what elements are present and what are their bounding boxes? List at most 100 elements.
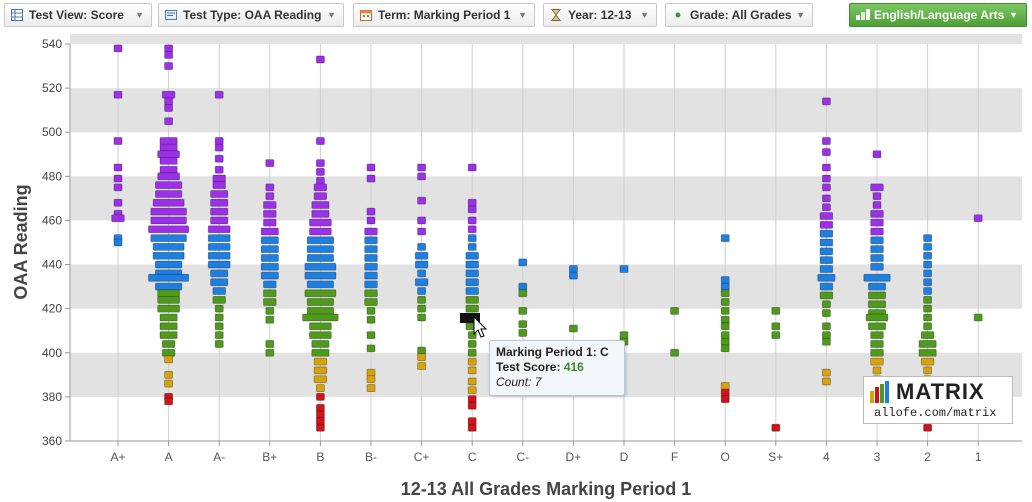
score-point bbox=[315, 137, 325, 145]
score-point bbox=[771, 423, 781, 432]
score-point bbox=[159, 165, 178, 174]
score-point bbox=[265, 306, 275, 315]
x-tick-label: D+ bbox=[566, 450, 582, 464]
score-point bbox=[870, 245, 884, 254]
score-point bbox=[467, 377, 477, 386]
score-point bbox=[214, 90, 224, 99]
score-point bbox=[819, 282, 834, 291]
score-point bbox=[467, 386, 477, 395]
score-point bbox=[414, 251, 429, 260]
score-point bbox=[771, 331, 781, 340]
score-point bbox=[313, 366, 328, 375]
score-point bbox=[870, 254, 884, 262]
matrix-logo: MATRIX allofe.com/matrix bbox=[863, 376, 1013, 424]
test-view-label: Test View: Score bbox=[29, 8, 124, 22]
score-point bbox=[207, 225, 231, 234]
score-point bbox=[465, 269, 479, 278]
score-point bbox=[207, 260, 231, 269]
score-point bbox=[164, 62, 174, 70]
score-point bbox=[467, 395, 477, 403]
score-point bbox=[152, 251, 185, 260]
chevron-down-icon: ▼ bbox=[135, 10, 144, 20]
grade-dropdown[interactable]: Grade: All Grades ▼ bbox=[665, 3, 813, 27]
score-point bbox=[417, 243, 427, 251]
chevron-down-icon: ▼ bbox=[640, 10, 649, 20]
score-point bbox=[870, 227, 884, 236]
score-point bbox=[414, 260, 429, 269]
score-point bbox=[518, 258, 528, 267]
score-point bbox=[465, 295, 479, 304]
score-point bbox=[265, 192, 275, 201]
score-point bbox=[870, 348, 884, 357]
score-point bbox=[304, 271, 337, 280]
score-point bbox=[304, 289, 337, 298]
score-point bbox=[465, 287, 479, 295]
y-axis-label: OAA Reading bbox=[11, 184, 31, 299]
score-point bbox=[465, 251, 479, 260]
score-point bbox=[923, 234, 932, 242]
score-point bbox=[366, 174, 376, 183]
score-point bbox=[868, 300, 887, 309]
score-point bbox=[159, 137, 178, 145]
score-point bbox=[872, 366, 882, 375]
subject-button[interactable]: English/Language Arts ▼ bbox=[849, 3, 1027, 27]
score-point bbox=[822, 331, 831, 340]
y-tick-label: 360 bbox=[42, 434, 62, 448]
year-dropdown[interactable]: Year: 12-13 ▼ bbox=[543, 3, 657, 27]
score-point bbox=[212, 287, 226, 295]
term-label: Term: Marking Period 1 bbox=[378, 8, 511, 22]
x-tick-label: 3 bbox=[874, 450, 881, 464]
score-point bbox=[870, 331, 884, 340]
score-point bbox=[920, 357, 935, 366]
score-point bbox=[364, 280, 378, 289]
score-point bbox=[157, 150, 180, 159]
score-point bbox=[569, 324, 578, 333]
score-point bbox=[263, 209, 277, 218]
x-tick-label: F bbox=[671, 450, 678, 464]
score-point bbox=[113, 198, 123, 207]
score-point bbox=[822, 97, 831, 106]
score-point bbox=[159, 156, 178, 165]
x-tick-labels: A+ A A- B+ B B- C+ C C- D+ D F O S+ 4 3 2 1 bbox=[110, 441, 982, 464]
score-point bbox=[822, 194, 831, 203]
score-point bbox=[260, 245, 279, 254]
test-type-dropdown[interactable]: Test Type: OAA Reading ▼ bbox=[158, 3, 344, 27]
score-point bbox=[260, 236, 279, 245]
calendar-icon bbox=[360, 10, 372, 21]
test-type-label: Test Type: OAA Reading bbox=[183, 8, 322, 22]
score-point bbox=[822, 183, 831, 192]
score-point bbox=[164, 370, 174, 379]
score-point bbox=[870, 183, 884, 192]
grid-band bbox=[70, 176, 1022, 221]
score-point bbox=[819, 220, 834, 229]
score-point bbox=[164, 104, 174, 112]
score-point bbox=[366, 163, 376, 172]
score-point bbox=[159, 313, 178, 322]
score-point bbox=[822, 163, 831, 172]
score-point bbox=[157, 304, 180, 313]
score-point bbox=[467, 234, 477, 242]
score-point bbox=[923, 423, 932, 432]
test-view-dropdown[interactable]: Test View: Score ▼ bbox=[4, 3, 152, 27]
score-point bbox=[822, 148, 831, 156]
term-dropdown[interactable]: Term: Marking Period 1 ▼ bbox=[353, 3, 535, 27]
score-point bbox=[720, 337, 730, 346]
score-point bbox=[263, 218, 277, 227]
score-point bbox=[164, 355, 174, 364]
chevron-down-icon: ▼ bbox=[1009, 10, 1018, 20]
score-point bbox=[260, 262, 279, 271]
score-point bbox=[923, 304, 932, 313]
tooltip-score-label: Test Score: bbox=[496, 360, 561, 374]
score-point bbox=[720, 276, 730, 284]
score-point bbox=[315, 159, 325, 167]
score-point bbox=[364, 262, 378, 271]
score-point bbox=[822, 368, 831, 377]
toolbar: Test View: Score ▼ Test Type: OAA Readin… bbox=[0, 0, 1032, 34]
score-point bbox=[212, 174, 226, 183]
score-point bbox=[113, 137, 123, 145]
score-point bbox=[366, 384, 376, 392]
score-point bbox=[417, 269, 427, 278]
score-point bbox=[819, 265, 834, 273]
score-point bbox=[164, 44, 174, 53]
score-point bbox=[720, 298, 730, 306]
